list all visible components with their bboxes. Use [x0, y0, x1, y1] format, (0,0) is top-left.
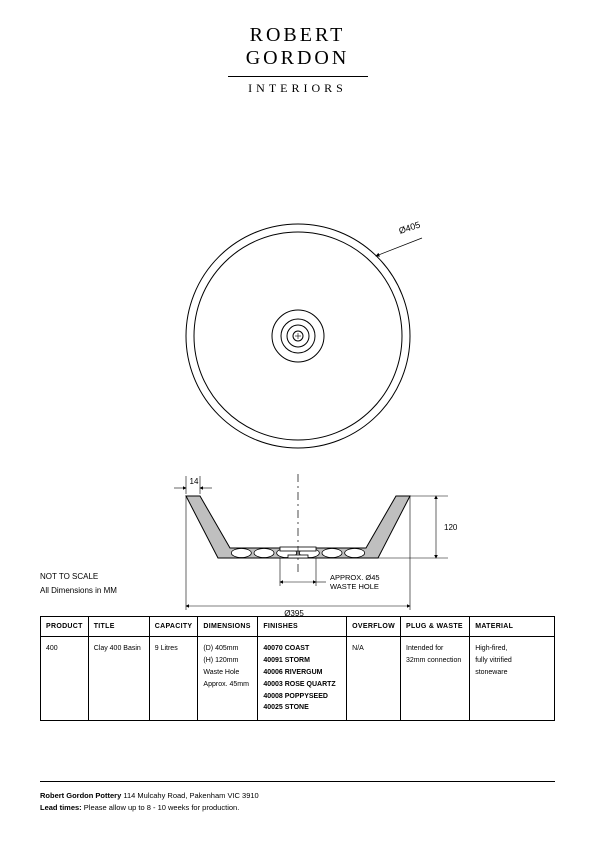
cell-line: High-fired, — [475, 643, 549, 655]
cell-line: stoneware — [475, 667, 549, 679]
dim-waste-hole-label-1: APPROX. Ø45 — [330, 573, 380, 582]
drawing-notes: NOT TO SCALE All Dimensions in MM — [40, 570, 117, 599]
footer-lead-line: Lead times: Please allow up to 8 - 10 we… — [40, 802, 555, 815]
cell-line: 40003 ROSE QUARTZ — [263, 679, 341, 691]
cell-line: 40025 STONE — [263, 702, 341, 714]
footer-lead-label: Lead times: — [40, 803, 82, 812]
dim-height-label: 120 — [444, 523, 458, 532]
brand-line-1: ROBERT — [0, 24, 595, 47]
page-footer: Robert Gordon Pottery 114 Mulcahy Road, … — [40, 781, 555, 816]
cell-line: 40006 RIVERGUM — [263, 667, 341, 679]
cell-line: 40091 STORM — [263, 655, 341, 667]
spec-header-cell: FINISHES — [258, 617, 347, 637]
footer-address-line: Robert Gordon Pottery 114 Mulcahy Road, … — [40, 790, 555, 803]
cell-capacity: 9 Litres — [149, 637, 198, 721]
spec-table-header-row: PRODUCTTITLECAPACITYDIMENSIONSFINISHESOV… — [41, 617, 555, 637]
spec-header-cell: TITLE — [88, 617, 149, 637]
footer-lead-text: Please allow up to 8 - 10 weeks for prod… — [84, 803, 240, 812]
footer-address-label: Robert Gordon Pottery — [40, 791, 121, 800]
spec-header-cell: MATERIAL — [470, 617, 555, 637]
dim-waste-hole-label-2: WASTE HOLE — [330, 582, 379, 591]
dim-wall-thickness-label: 14 — [190, 477, 199, 486]
spec-header-cell: DIMENSIONS — [198, 617, 258, 637]
spec-table: PRODUCTTITLECAPACITYDIMENSIONSFINISHESOV… — [40, 616, 555, 721]
dim-diameter-label: Ø405 — [398, 220, 422, 236]
spec-header-cell: PLUG & WASTE — [401, 617, 470, 637]
cell-product: 400 — [41, 637, 89, 721]
cell-line: fully vitrified — [475, 655, 549, 667]
spec-header-cell: OVERFLOW — [347, 617, 401, 637]
cell-line: 32mm connection — [406, 655, 464, 667]
cell-line: 40008 POPPYSEED — [263, 691, 341, 703]
cell-line: (D) 405mm — [203, 643, 252, 655]
note-not-to-scale: NOT TO SCALE — [40, 570, 117, 584]
spec-header-cell: PRODUCT — [41, 617, 89, 637]
brand-rule — [228, 76, 368, 77]
cell-finishes: 40070 COAST40091 STORM40006 RIVERGUM4000… — [258, 637, 347, 721]
cell-dimensions: (D) 405mm(H) 120mmWaste HoleApprox. 45mm — [198, 637, 258, 721]
cell-plug-waste: Intended for32mm connection — [401, 637, 470, 721]
cell-overflow: N/A — [347, 637, 401, 721]
cell-line: Approx. 45mm — [203, 679, 252, 691]
note-dimensions-mm: All Dimensions in MM — [40, 584, 117, 598]
spec-header-cell: CAPACITY — [149, 617, 198, 637]
cell-title: Clay 400 Basin — [88, 637, 149, 721]
brand-line-2: GORDON — [0, 47, 595, 70]
table-row: 400 Clay 400 Basin 9 Litres (D) 405mm(H)… — [41, 637, 555, 721]
footer-address: 114 Mulcahy Road, Pakenham VIC 3910 — [123, 791, 258, 800]
cell-line: (H) 120mm — [203, 655, 252, 667]
brand-header: ROBERT GORDON INTERIORS — [0, 0, 595, 96]
cell-line: Intended for — [406, 643, 464, 655]
cell-line: 40070 COAST — [263, 643, 341, 655]
cell-material: High-fired,fully vitrifiedstoneware — [470, 637, 555, 721]
cell-line: Waste Hole — [203, 667, 252, 679]
technical-drawing: Ø40514120APPROX. Ø45WASTE HOLEØ395 — [0, 96, 595, 556]
brand-line-3: INTERIORS — [0, 81, 595, 96]
